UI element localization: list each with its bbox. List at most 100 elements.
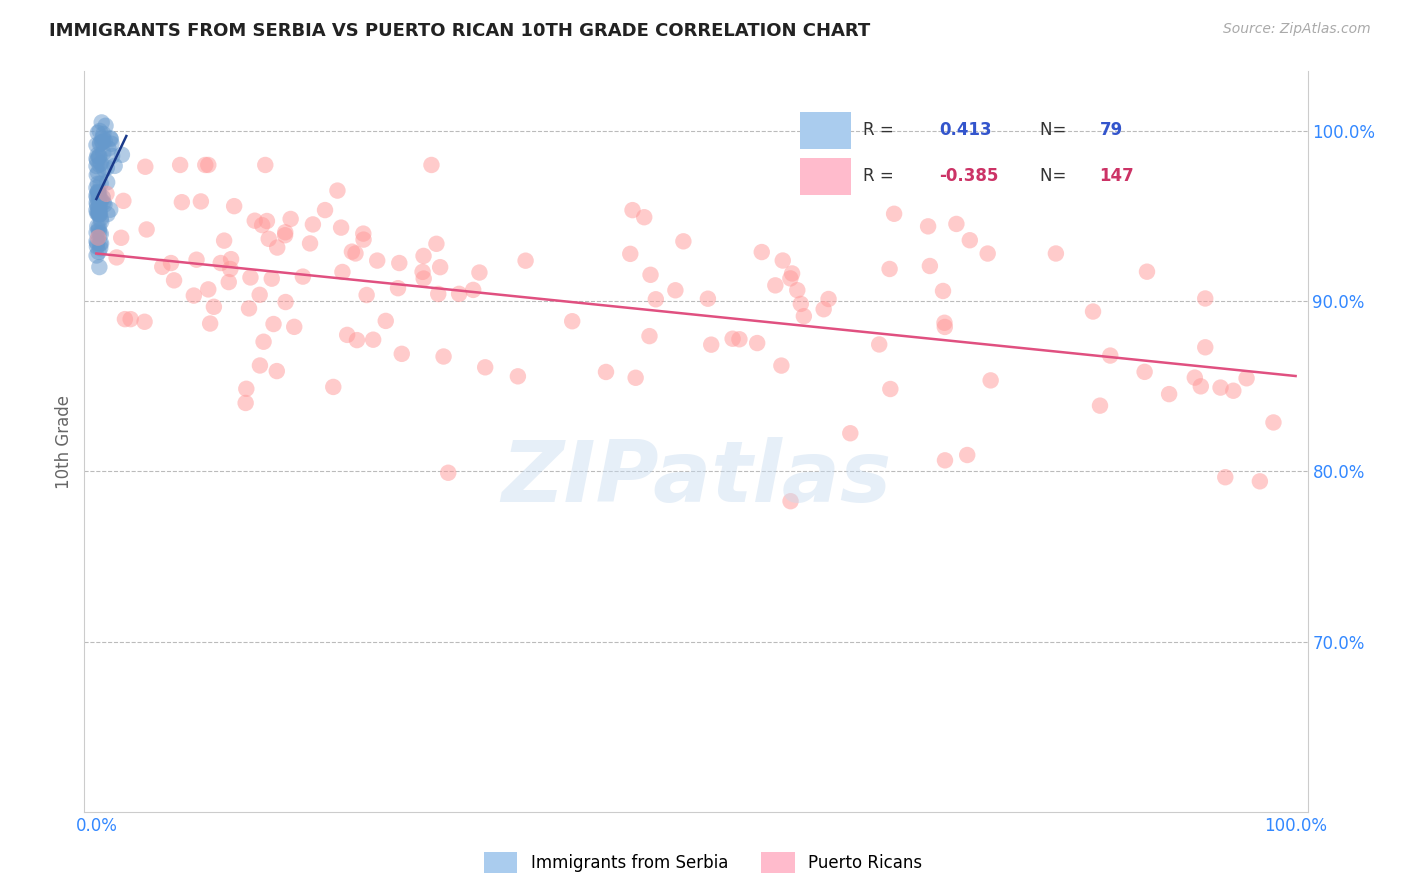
- Point: [420, 158, 443, 172]
- Text: R =: R =: [863, 121, 900, 139]
- Point: [169, 158, 191, 172]
- Point: [254, 158, 277, 172]
- Point: [638, 329, 661, 343]
- Point: [763, 278, 786, 293]
- Point: [86, 226, 108, 240]
- Point: [219, 262, 242, 277]
- Text: 79: 79: [1099, 121, 1123, 139]
- Point: [87, 165, 110, 179]
- Point: [89, 207, 111, 221]
- Point: [299, 236, 322, 251]
- Point: [197, 158, 219, 172]
- Point: [91, 146, 114, 161]
- Point: [956, 448, 979, 462]
- Point: [1099, 349, 1122, 363]
- Point: [96, 161, 118, 175]
- Point: [1263, 416, 1285, 430]
- Point: [786, 283, 808, 297]
- Point: [256, 214, 278, 228]
- Point: [89, 198, 111, 212]
- Point: [1136, 265, 1159, 279]
- Point: [1194, 292, 1216, 306]
- Text: -0.385: -0.385: [939, 168, 998, 186]
- Point: [197, 282, 219, 296]
- Point: [449, 286, 471, 301]
- Point: [721, 332, 744, 346]
- Point: [209, 256, 232, 270]
- Point: [330, 220, 353, 235]
- Point: [1222, 384, 1244, 398]
- Point: [238, 301, 260, 316]
- Point: [86, 152, 108, 166]
- Point: [1159, 387, 1181, 401]
- Point: [86, 206, 108, 220]
- Point: [779, 271, 801, 285]
- Point: [98, 202, 121, 217]
- Point: [932, 284, 955, 298]
- Point: [388, 256, 411, 270]
- Point: [89, 186, 111, 200]
- Point: [1189, 379, 1212, 393]
- Point: [93, 162, 115, 177]
- Point: [879, 382, 901, 396]
- Point: [93, 197, 115, 211]
- Point: [366, 253, 388, 268]
- Point: [263, 317, 285, 331]
- Point: [163, 273, 186, 287]
- Point: [104, 159, 127, 173]
- Point: [89, 236, 111, 251]
- Point: [87, 223, 110, 237]
- Point: [134, 315, 156, 329]
- Point: [314, 203, 336, 218]
- Point: [336, 327, 359, 342]
- Point: [1209, 381, 1232, 395]
- Text: 147: 147: [1099, 168, 1135, 186]
- Point: [160, 256, 183, 270]
- Point: [918, 259, 941, 273]
- Point: [249, 359, 271, 373]
- Point: [87, 206, 110, 220]
- Point: [463, 283, 485, 297]
- Point: [198, 317, 221, 331]
- Point: [561, 314, 583, 328]
- Point: [89, 203, 111, 218]
- Point: [779, 494, 801, 508]
- Point: [344, 246, 367, 260]
- Point: [728, 332, 751, 346]
- Point: [374, 314, 396, 328]
- Point: [257, 232, 280, 246]
- Point: [412, 265, 434, 279]
- Point: [194, 158, 217, 172]
- Point: [183, 288, 205, 302]
- Point: [640, 268, 662, 282]
- Point: [283, 319, 305, 334]
- Point: [332, 265, 354, 279]
- Point: [672, 235, 695, 249]
- Point: [770, 359, 793, 373]
- Point: [751, 245, 773, 260]
- Point: [86, 248, 108, 262]
- Point: [87, 206, 110, 220]
- Point: [87, 185, 110, 199]
- Point: [595, 365, 617, 379]
- Point: [346, 333, 368, 347]
- Point: [959, 233, 981, 247]
- Point: [93, 195, 115, 210]
- Point: [87, 244, 110, 259]
- Point: [86, 203, 108, 218]
- FancyBboxPatch shape: [800, 158, 851, 194]
- Point: [266, 364, 288, 378]
- Point: [218, 275, 240, 289]
- Point: [150, 260, 173, 274]
- Point: [86, 198, 108, 212]
- Point: [89, 260, 111, 274]
- Point: [86, 235, 108, 250]
- Point: [412, 271, 434, 285]
- Point: [100, 136, 122, 151]
- Point: [790, 297, 813, 311]
- Point: [90, 177, 112, 191]
- Point: [90, 211, 112, 226]
- Point: [134, 160, 156, 174]
- Point: [89, 149, 111, 163]
- Point: [87, 185, 110, 199]
